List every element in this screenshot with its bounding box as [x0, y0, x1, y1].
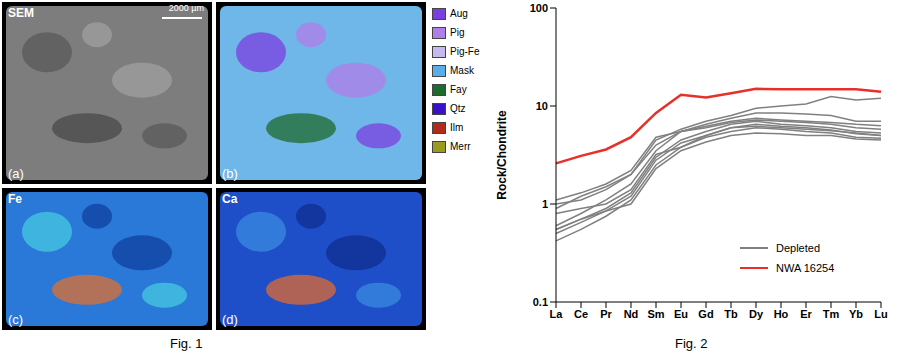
- svg-text:Ho: Ho: [774, 308, 789, 320]
- html-text:Ilm: Ilm: [450, 122, 464, 133]
- svg-text:Yb: Yb: [849, 308, 863, 320]
- html-text:(c): (c): [8, 312, 24, 327]
- html-text:Aug: Aug: [450, 8, 468, 19]
- svg-text:Pr: Pr: [600, 308, 612, 320]
- svg-text:Sm: Sm: [647, 308, 664, 320]
- svg-text:Lu: Lu: [874, 308, 887, 320]
- svg-text:Tm: Tm: [823, 308, 840, 320]
- html-text:(d): (d): [222, 312, 238, 327]
- html-text:Fe: Fe: [8, 192, 22, 206]
- svg-text:1: 1: [542, 198, 548, 210]
- svg-text:Tb: Tb: [724, 308, 738, 320]
- html-text:SEM: SEM: [8, 6, 34, 20]
- html-text:(a): (a): [8, 166, 24, 181]
- svg-text:10: 10: [536, 100, 548, 112]
- html-text:Merr: Merr: [450, 141, 471, 152]
- svg-text:Er: Er: [800, 308, 812, 320]
- svg-text:Eu: Eu: [674, 308, 688, 320]
- html-text:Fay: Fay: [450, 84, 467, 95]
- svg-text:Rock/Chondrite: Rock/Chondrite: [495, 110, 509, 200]
- html-text:(b): (b): [222, 166, 238, 181]
- svg-text:Gd: Gd: [698, 308, 713, 320]
- html-text:Ca: Ca: [222, 192, 238, 206]
- html-text:Depleted: Depleted: [776, 242, 820, 254]
- svg-text:100: 100: [530, 2, 548, 14]
- html-text:NWA 16254: NWA 16254: [776, 262, 835, 274]
- svg-text:Dy: Dy: [749, 308, 764, 320]
- html-text:Qtz: Qtz: [450, 103, 466, 114]
- html-text:Fig. 2: Fig. 2: [675, 336, 708, 351]
- svg-text:Nd: Nd: [624, 308, 639, 320]
- html-text:2000 µm: 2000 µm: [168, 3, 204, 13]
- html-text:Fig. 1: Fig. 1: [170, 336, 203, 351]
- html-text:Pig: Pig: [450, 27, 465, 38]
- svg-text:Ce: Ce: [574, 308, 588, 320]
- html-text:Mask: Mask: [450, 65, 474, 76]
- html-text:Pig-Fe: Pig-Fe: [450, 46, 480, 57]
- svg-text:0.1: 0.1: [533, 296, 548, 308]
- svg-text:La: La: [550, 308, 564, 320]
